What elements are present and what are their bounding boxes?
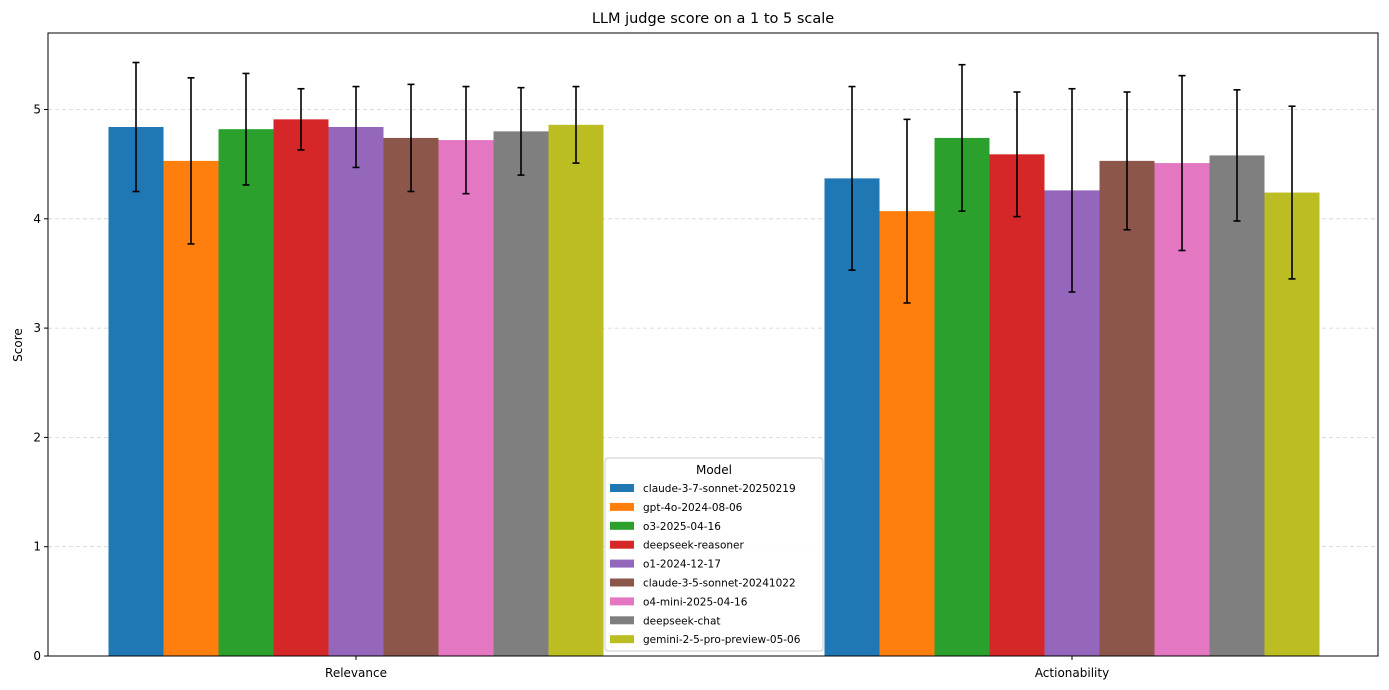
bar — [989, 154, 1045, 657]
bar — [438, 140, 494, 656]
legend-label: deepseek-chat — [643, 615, 721, 627]
legend-label: gemini-2-5-pro-preview-05-06 — [643, 634, 801, 646]
bar — [934, 137, 990, 656]
legend-swatch — [610, 578, 634, 587]
x-axis-ticks: Relevance Actionability — [325, 656, 1109, 680]
legend-box — [604, 457, 824, 652]
legend-swatch — [610, 616, 634, 625]
y-axis-label: Score — [11, 328, 25, 362]
legend-label: o4-mini-2025-04-16 — [643, 596, 748, 608]
y-tick-label: 5 — [33, 103, 41, 117]
y-tick-label: 0 — [33, 649, 41, 663]
y-tick-label: 1 — [33, 540, 41, 554]
y-tick-label: 3 — [33, 321, 41, 335]
legend-swatch — [610, 521, 634, 530]
legend-label: claude-3-5-sonnet-20241022 — [643, 578, 796, 590]
x-tick-label: Actionability — [1035, 666, 1109, 680]
legend: Model claude-3-7-sonnet-20250219 gpt-4o-20… — [604, 457, 824, 652]
bar — [1209, 155, 1265, 656]
bar — [548, 124, 604, 656]
bars — [108, 119, 1320, 657]
legend-label: gpt-4o-2024-08-06 — [643, 502, 743, 514]
legend-label: o3-2025-04-16 — [643, 521, 721, 533]
legend-swatch — [610, 540, 634, 549]
x-tick-label: Relevance — [325, 666, 387, 680]
legend-swatch — [610, 635, 634, 644]
y-tick-label: 2 — [33, 430, 41, 444]
legend-swatch — [610, 484, 634, 492]
bar — [273, 119, 329, 657]
plot-frame — [47, 32, 1379, 657]
legend-title: Model — [696, 463, 732, 477]
bar — [218, 129, 274, 657]
chart-title: LLM judge score on a 1 to 5 scale — [592, 11, 834, 27]
bar — [383, 137, 439, 656]
legend-label: claude-3-7-sonnet-20250219 — [643, 483, 796, 495]
legend-swatch — [610, 559, 634, 568]
bar — [493, 131, 549, 657]
legend-label: deepseek-reasoner — [643, 540, 744, 552]
bar — [1099, 160, 1155, 656]
y-tick-label: 4 — [33, 212, 41, 226]
bar — [328, 126, 384, 657]
y-axis-ticks: 0 1 2 3 4 5 — [33, 103, 48, 663]
legend-swatch — [610, 597, 634, 606]
legend-swatch — [610, 502, 634, 511]
legend-label: o1-2024-12-17 — [643, 559, 721, 571]
error-bars — [132, 61, 1296, 304]
bar — [108, 126, 164, 657]
